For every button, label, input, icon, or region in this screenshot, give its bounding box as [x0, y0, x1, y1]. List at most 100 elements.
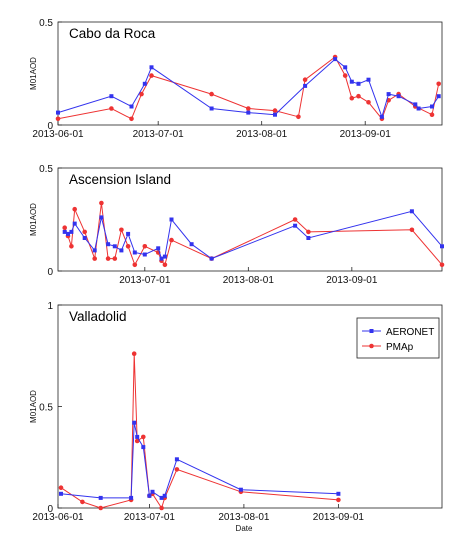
y-tick-label: 0.5	[39, 403, 53, 414]
data-point-aeronet	[99, 215, 104, 220]
data-point-aeronet	[416, 106, 421, 111]
x-tick-label: 2013-08-01	[218, 512, 270, 523]
legend-box	[356, 317, 440, 359]
data-point-aeronet	[56, 110, 60, 115]
data-point-aeronet	[436, 94, 441, 99]
data-point-aeronet	[162, 254, 167, 259]
data-point-aeronet	[440, 244, 444, 249]
data-point-aeronet	[238, 487, 243, 492]
y-tick-label: 0.5	[39, 18, 53, 29]
data-point-aeronet	[119, 248, 124, 253]
data-point-pmap	[109, 106, 114, 111]
data-point-pmap	[246, 106, 251, 111]
data-point-pmap	[409, 227, 415, 233]
chart-panel-3: Valladolid 0 0.5 1 2013-06-01 2013-07-01 2013-…	[29, 301, 443, 533]
data-point-aeronet	[156, 246, 161, 251]
y-tick-label: 1	[47, 301, 53, 312]
data-point-pmap	[69, 244, 74, 249]
data-point-aeronet	[356, 81, 361, 86]
data-point-pmap	[162, 262, 168, 268]
y-tick-label: 0	[47, 121, 53, 132]
x-tick-label: 2013-08-01	[236, 129, 288, 140]
plot-area	[57, 21, 443, 126]
x-tick-label: 2013-09-01	[326, 275, 378, 286]
y-tick-label: 0.5	[39, 164, 53, 175]
x-tick-label: 2013-07-01	[133, 129, 185, 140]
x-tick-label: 2013-08-01	[223, 275, 275, 286]
data-point-aeronet	[174, 457, 179, 462]
data-point-aeronet	[132, 420, 137, 425]
data-point-aeronet	[129, 104, 134, 109]
data-point-aeronet	[142, 252, 147, 257]
data-point-pmap	[131, 351, 137, 357]
data-point-pmap	[349, 95, 355, 101]
data-point-aeronet	[135, 434, 140, 439]
chart-title: Valladolid	[69, 309, 127, 324]
y-axis-label: M01AOD	[29, 390, 38, 423]
data-point-aeronet	[162, 493, 167, 498]
data-point-aeronet	[72, 221, 77, 226]
data-point-pmap	[139, 91, 144, 97]
series-pmap	[58, 351, 341, 511]
data-point-aeronet	[69, 229, 74, 234]
data-point-pmap	[366, 100, 371, 105]
data-point-aeronet	[149, 65, 154, 70]
x-axis-label: Date	[236, 524, 253, 533]
x-tick-label: 2013-06-01	[32, 129, 84, 140]
data-point-pmap	[174, 467, 180, 472]
data-point-aeronet	[142, 81, 147, 86]
data-point-aeronet	[147, 493, 152, 498]
data-point-aeronet	[106, 242, 111, 247]
data-point-pmap	[134, 438, 140, 444]
legend-label-pmap: PMAp	[386, 342, 414, 353]
data-point-aeronet	[386, 92, 391, 97]
data-point-aeronet	[98, 495, 103, 500]
x-tick-label: 2013-07-01	[119, 275, 171, 286]
data-point-pmap	[356, 93, 361, 99]
data-point-pmap	[272, 108, 278, 113]
data-point-aeronet	[413, 102, 418, 107]
data-point-aeronet	[62, 229, 67, 234]
data-point-pmap	[132, 262, 138, 268]
data-point-pmap	[306, 229, 311, 235]
data-point-pmap	[129, 116, 134, 122]
data-point-pmap	[302, 77, 308, 82]
data-point-pmap	[82, 229, 87, 235]
data-point-aeronet	[59, 491, 63, 496]
legend-marker-aeronet	[369, 329, 374, 333]
data-point-aeronet	[306, 236, 311, 240]
legend: AERONET PMAp	[356, 317, 440, 359]
data-point-aeronet	[209, 256, 214, 261]
chart-title: Cabo da Roca	[69, 26, 156, 41]
data-point-aeronet	[66, 231, 70, 236]
data-point-pmap	[429, 112, 435, 117]
data-point-pmap	[149, 73, 154, 78]
data-point-aeronet	[273, 112, 277, 117]
legend-label-aeronet: AERONET	[386, 327, 434, 338]
data-point-pmap	[98, 505, 103, 511]
series-line-aeronet	[60, 422, 339, 499]
data-point-aeronet	[366, 77, 371, 82]
data-point-aeronet	[396, 94, 401, 99]
data-point-aeronet	[159, 495, 164, 500]
data-point-aeronet	[343, 65, 348, 70]
series-aeronet	[59, 420, 341, 500]
data-point-aeronet	[209, 106, 214, 111]
data-point-pmap	[80, 499, 85, 505]
x-tick-label: 2013-09-01	[340, 129, 392, 140]
data-point-aeronet	[159, 256, 164, 261]
data-point-aeronet	[379, 114, 384, 119]
data-point-pmap	[141, 434, 146, 440]
x-tick-label: 2013-07-01	[124, 512, 176, 523]
data-point-aeronet	[109, 94, 114, 99]
data-point-pmap	[296, 114, 301, 120]
y-tick-label: 0	[47, 267, 53, 278]
data-point-aeronet	[336, 491, 341, 496]
chart-title: Ascension Island	[69, 172, 171, 187]
data-point-pmap	[72, 206, 77, 212]
data-point-aeronet	[303, 83, 308, 88]
data-point-pmap	[125, 244, 131, 249]
data-point-aeronet	[349, 79, 354, 84]
data-point-aeronet	[82, 236, 87, 240]
